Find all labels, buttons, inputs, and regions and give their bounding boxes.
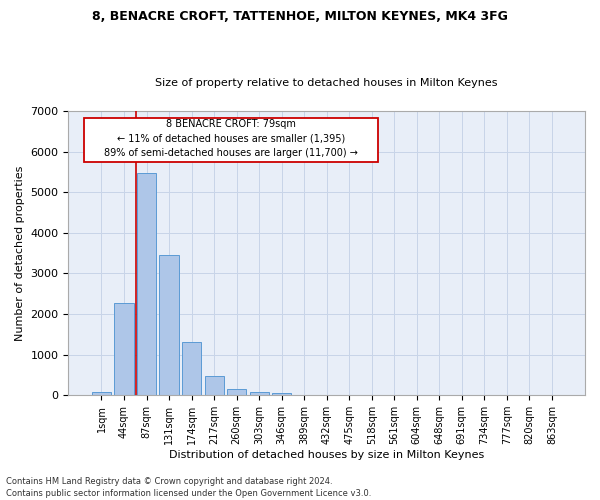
- Text: Contains HM Land Registry data © Crown copyright and database right 2024.
Contai: Contains HM Land Registry data © Crown c…: [6, 476, 371, 498]
- Bar: [160, 255, 179, 395]
- X-axis label: Distribution of detached houses by size in Milton Keynes: Distribution of detached houses by size …: [169, 450, 484, 460]
- Bar: [227, 388, 246, 395]
- Text: ← 11% of detached houses are smaller (1,395): ← 11% of detached houses are smaller (1,…: [117, 134, 345, 143]
- Y-axis label: Number of detached properties: Number of detached properties: [15, 166, 25, 341]
- Text: 8, BENACRE CROFT, TATTENHOE, MILTON KEYNES, MK4 3FG: 8, BENACRE CROFT, TATTENHOE, MILTON KEYN…: [92, 10, 508, 23]
- FancyBboxPatch shape: [84, 118, 379, 162]
- Bar: [115, 302, 134, 395]
- Bar: [92, 392, 111, 395]
- Title: Size of property relative to detached houses in Milton Keynes: Size of property relative to detached ho…: [155, 78, 498, 88]
- Text: 8 BENACRE CROFT: 79sqm: 8 BENACRE CROFT: 79sqm: [166, 119, 296, 129]
- Bar: [182, 342, 201, 395]
- Text: 89% of semi-detached houses are larger (11,700) →: 89% of semi-detached houses are larger (…: [104, 148, 358, 158]
- Bar: [250, 392, 269, 395]
- Bar: [272, 394, 291, 395]
- Bar: [137, 172, 156, 395]
- Bar: [205, 376, 224, 395]
